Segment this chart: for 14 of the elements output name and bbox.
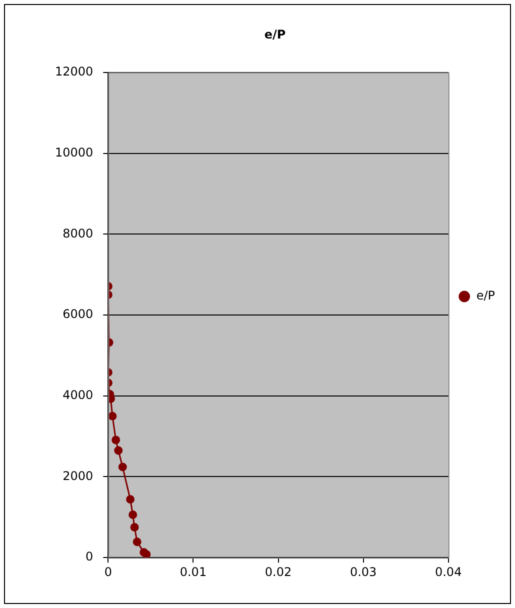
y-tick-label: 4000 bbox=[62, 388, 94, 402]
x-tick-label: 0 bbox=[104, 564, 112, 579]
y-tick-label: 10000 bbox=[54, 145, 94, 160]
y-tick-label: 0 bbox=[86, 550, 94, 564]
y-tick-label: 6000 bbox=[62, 307, 94, 322]
x-tick-label: 0.01 bbox=[180, 564, 207, 579]
y-tick-label: 12000 bbox=[54, 64, 94, 79]
y-tick-label: 8000 bbox=[62, 226, 94, 240]
chart-title: e/P bbox=[264, 27, 286, 42]
x-tick-label: 0.04 bbox=[434, 564, 462, 579]
y-tick-label: 2000 bbox=[62, 468, 94, 483]
legend-label: e/P bbox=[476, 288, 496, 303]
x-tick-label: 0.02 bbox=[264, 564, 292, 579]
x-tick-label: 0.03 bbox=[350, 564, 377, 579]
